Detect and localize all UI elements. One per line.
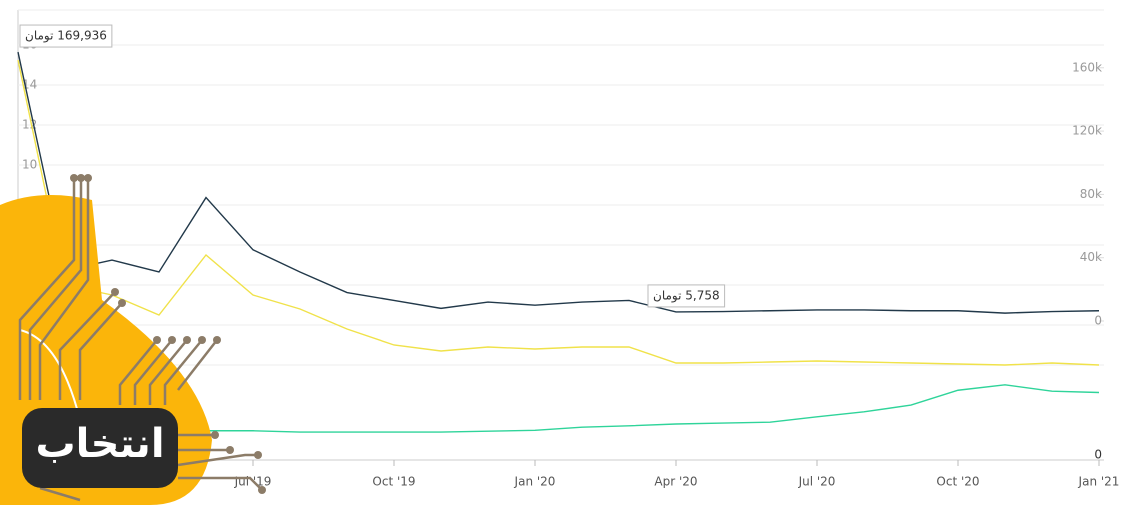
y2-tick-label: 0 (1094, 314, 1102, 328)
x-tick-label: Jan '20 (514, 475, 556, 489)
y2-tick-label: 40k (1080, 250, 1102, 264)
y3-tick-label: 0 (1094, 448, 1102, 462)
logo-badge (22, 408, 178, 488)
logo-circuit (18, 178, 263, 502)
x-tick-label: Jan '21 (1078, 475, 1120, 489)
y2-tick-label: 160k (1072, 60, 1102, 74)
x-tick-label: Jul '20 (798, 475, 836, 489)
x-tick-label: Oct '20 (936, 475, 979, 489)
x-tick-label: Apr '20 (654, 475, 697, 489)
y2-tick-label: 120k (1072, 124, 1102, 138)
value-label-box (647, 284, 726, 308)
logo-dots (70, 174, 266, 494)
value-label: 169,936 تومان (25, 29, 107, 44)
y-tick-label: 10 (22, 158, 37, 172)
value-label-box (19, 24, 113, 48)
plot-area: 0246810121416040k80k120k160k0Jul '19Oct … (17, 9, 1120, 489)
value-label: 5,758 تومان (653, 288, 720, 303)
logo-text: انتخاب (35, 421, 164, 467)
x-tick-label: Oct '19 (372, 475, 415, 489)
logo: انتخاب (0, 174, 266, 505)
series-line (17, 59, 1100, 366)
logo-curve (19, 329, 81, 421)
series-line (17, 51, 1100, 314)
y2-tick-label: 80k (1080, 187, 1102, 201)
